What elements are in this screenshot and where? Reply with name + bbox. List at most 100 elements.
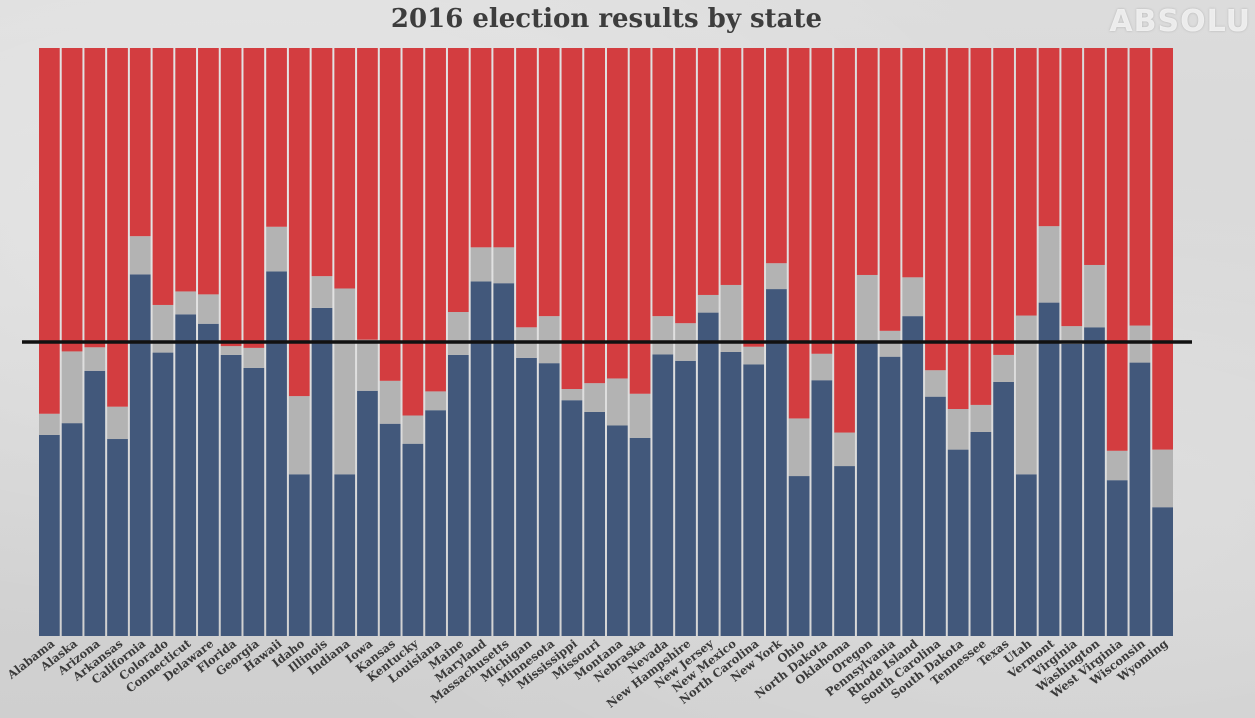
- bar-dem-pennsylvania: [879, 356, 901, 636]
- bar-dem-arkansas: [107, 439, 128, 636]
- bar-rep-pennsylvania: [879, 48, 901, 331]
- bar-dem-ohio: [788, 476, 810, 636]
- bar-dem-new-hampshire: [675, 360, 696, 636]
- bar-rep-minnesota: [538, 48, 560, 317]
- bar-other-illinois: [311, 276, 333, 308]
- bar-dem-washington: [1084, 327, 1105, 636]
- bar-rep-west-virginia: [1106, 48, 1128, 451]
- bar-rep-alaska: [61, 48, 83, 352]
- bar-other-new-mexico: [720, 284, 742, 352]
- bar-other-new-jersey: [697, 294, 719, 313]
- bar-rep-california: [129, 48, 151, 237]
- bar-rep-delaware: [198, 48, 219, 295]
- bar-rep-illinois: [311, 48, 333, 277]
- bar-dem-minnesota: [538, 363, 560, 636]
- bar-dem-utah: [1015, 474, 1037, 636]
- bar-other-montana: [607, 378, 628, 426]
- bar-rep-alabama: [39, 48, 60, 414]
- bar-dem-new-jersey: [697, 312, 719, 636]
- bar-dem-new-york: [766, 289, 787, 636]
- bar-rep-new-jersey: [697, 48, 719, 295]
- bar-rep-wyoming: [1152, 48, 1173, 450]
- bar-other-florida: [220, 346, 242, 355]
- bar-other-delaware: [198, 294, 219, 324]
- bar-rep-missouri: [584, 48, 605, 384]
- chart-title: 2016 election results by state: [390, 4, 823, 34]
- bar-rep-louisiana: [425, 48, 446, 392]
- bar-dem-nevada: [652, 354, 674, 636]
- bar-rep-virginia: [1061, 48, 1083, 327]
- bar-rep-indiana: [334, 48, 356, 289]
- bar-rep-nevada: [652, 48, 674, 317]
- bar-rep-kansas: [379, 48, 401, 381]
- bar-other-colorado: [152, 304, 174, 353]
- bar-other-iowa: [357, 339, 378, 391]
- bar-dem-kansas: [379, 423, 401, 636]
- bar-dem-wyoming: [1152, 507, 1173, 636]
- bar-rep-hawaii: [266, 48, 287, 227]
- bar-dem-california: [129, 274, 151, 636]
- bar-rep-iowa: [357, 48, 378, 340]
- bar-rep-north-carolina: [743, 48, 765, 347]
- bar-rep-utah: [1015, 48, 1037, 316]
- bar-other-new-york: [766, 263, 787, 290]
- bar-other-maine: [447, 312, 469, 355]
- bar-dem-florida: [220, 354, 242, 636]
- bar-other-pennsylvania: [879, 330, 901, 357]
- bar-rep-rhode-island: [902, 48, 924, 278]
- bar-rep-mississippi: [561, 48, 583, 390]
- bar-dem-massachusetts: [493, 283, 515, 636]
- bar-dem-wisconsin: [1129, 362, 1151, 636]
- bar-other-oregon: [856, 274, 878, 342]
- bar-rep-nebraska: [629, 48, 651, 394]
- bar-dem-idaho: [288, 474, 310, 636]
- bar-dem-montana: [607, 425, 628, 636]
- bar-other-tennessee: [970, 404, 992, 432]
- bar-dem-maryland: [470, 281, 492, 636]
- bar-other-california: [129, 236, 151, 275]
- bar-other-idaho: [288, 396, 310, 475]
- bar-other-georgia: [243, 347, 265, 368]
- bar-dem-georgia: [243, 367, 265, 636]
- bar-dem-alaska: [61, 423, 83, 636]
- bar-rep-connecticut: [175, 48, 197, 292]
- bar-dem-rhode-island: [902, 316, 924, 636]
- bar-other-rhode-island: [902, 277, 924, 317]
- bar-rep-idaho: [288, 48, 310, 397]
- bar-other-vermont: [1038, 226, 1060, 303]
- bar-rep-montana: [607, 48, 628, 379]
- bar-other-alabama: [39, 413, 60, 435]
- bar-dem-hawaii: [266, 271, 287, 636]
- bar-rep-south-carolina: [925, 48, 946, 371]
- bar-dem-maine: [447, 354, 469, 636]
- bar-dem-connecticut: [175, 314, 197, 636]
- bar-dem-west-virginia: [1106, 480, 1128, 636]
- bar-other-kentucky: [402, 415, 424, 444]
- bar-rep-texas: [993, 48, 1014, 355]
- bar-dem-alabama: [39, 434, 60, 636]
- bar-dem-iowa: [357, 390, 378, 636]
- bar-other-arkansas: [107, 406, 128, 440]
- bar-rep-new-hampshire: [675, 48, 696, 324]
- bar-dem-michigan: [516, 357, 537, 636]
- bar-rep-wisconsin: [1129, 48, 1151, 326]
- bar-other-wyoming: [1152, 449, 1173, 508]
- bar-other-hawaii: [266, 226, 287, 272]
- bar-rep-new-york: [766, 48, 787, 264]
- bar-dem-south-dakota: [947, 449, 969, 636]
- bar-other-massachusetts: [493, 247, 515, 284]
- bar-other-arizona: [84, 347, 106, 371]
- bar-other-utah: [1015, 315, 1037, 475]
- bar-other-indiana: [334, 288, 356, 475]
- bar-dem-oregon: [856, 341, 878, 636]
- bar-dem-delaware: [198, 323, 219, 636]
- bar-dem-illinois: [311, 307, 333, 636]
- bar-dem-vermont: [1038, 302, 1060, 636]
- bar-other-wisconsin: [1129, 325, 1151, 363]
- bar-dem-indiana: [334, 474, 356, 636]
- bar-rep-kentucky: [402, 48, 424, 416]
- bar-dem-louisiana: [425, 410, 446, 636]
- bar-rep-vermont: [1038, 48, 1060, 227]
- bar-other-south-carolina: [925, 370, 946, 397]
- bar-other-missouri: [584, 383, 605, 412]
